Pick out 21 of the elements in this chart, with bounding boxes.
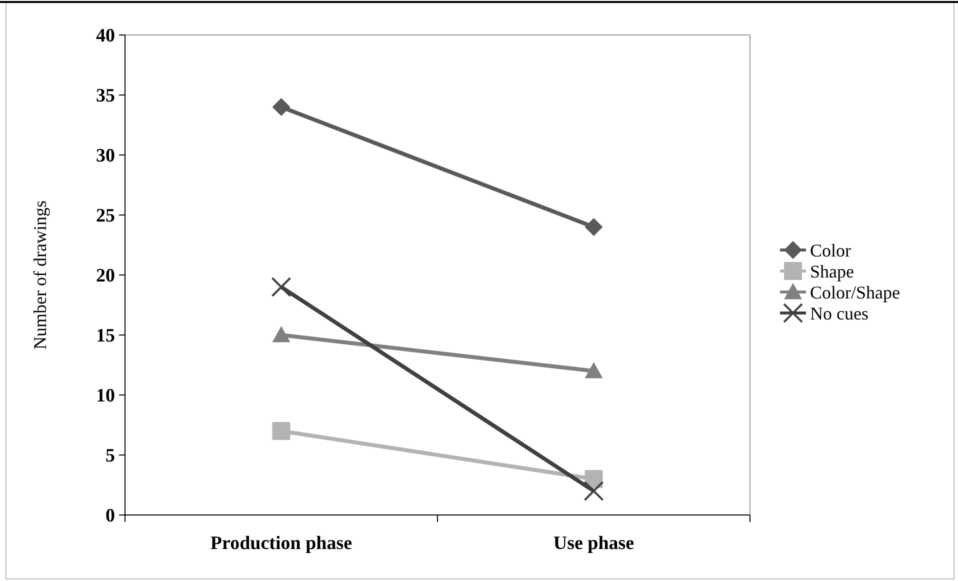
legend-label: Shape [810, 261, 854, 282]
point [271, 277, 292, 297]
y-axis-title: Number of drawings [30, 200, 50, 350]
x-tick-label: Production phase [210, 533, 352, 554]
legend-label: Color [810, 240, 852, 260]
point [272, 422, 290, 440]
y-tick-label: 30 [96, 146, 115, 167]
y-tick-label: 35 [96, 86, 115, 107]
y-tick-label: 10 [96, 386, 115, 407]
x-tick-label: Use phase [553, 533, 634, 554]
point [584, 481, 604, 501]
y-tick-label: 40 [96, 26, 115, 47]
y-tick-label: 20 [96, 266, 115, 287]
y-tick-label: 15 [96, 326, 115, 347]
point [584, 218, 603, 236]
point [272, 98, 290, 116]
y-tick-label: 0 [106, 506, 115, 527]
y-tick-label: 25 [96, 206, 115, 227]
legend-label: Color/Shape [810, 282, 900, 302]
legend-label: No cues [810, 303, 868, 324]
y-tick-label: 5 [106, 446, 115, 467]
